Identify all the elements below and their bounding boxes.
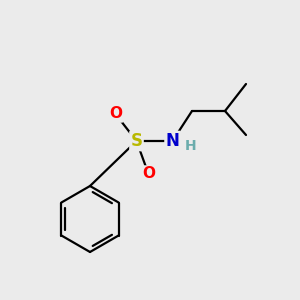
Text: O: O: [109, 106, 122, 122]
Text: S: S: [130, 132, 142, 150]
Text: H: H: [185, 139, 196, 152]
Text: N: N: [166, 132, 179, 150]
Text: O: O: [142, 167, 155, 182]
